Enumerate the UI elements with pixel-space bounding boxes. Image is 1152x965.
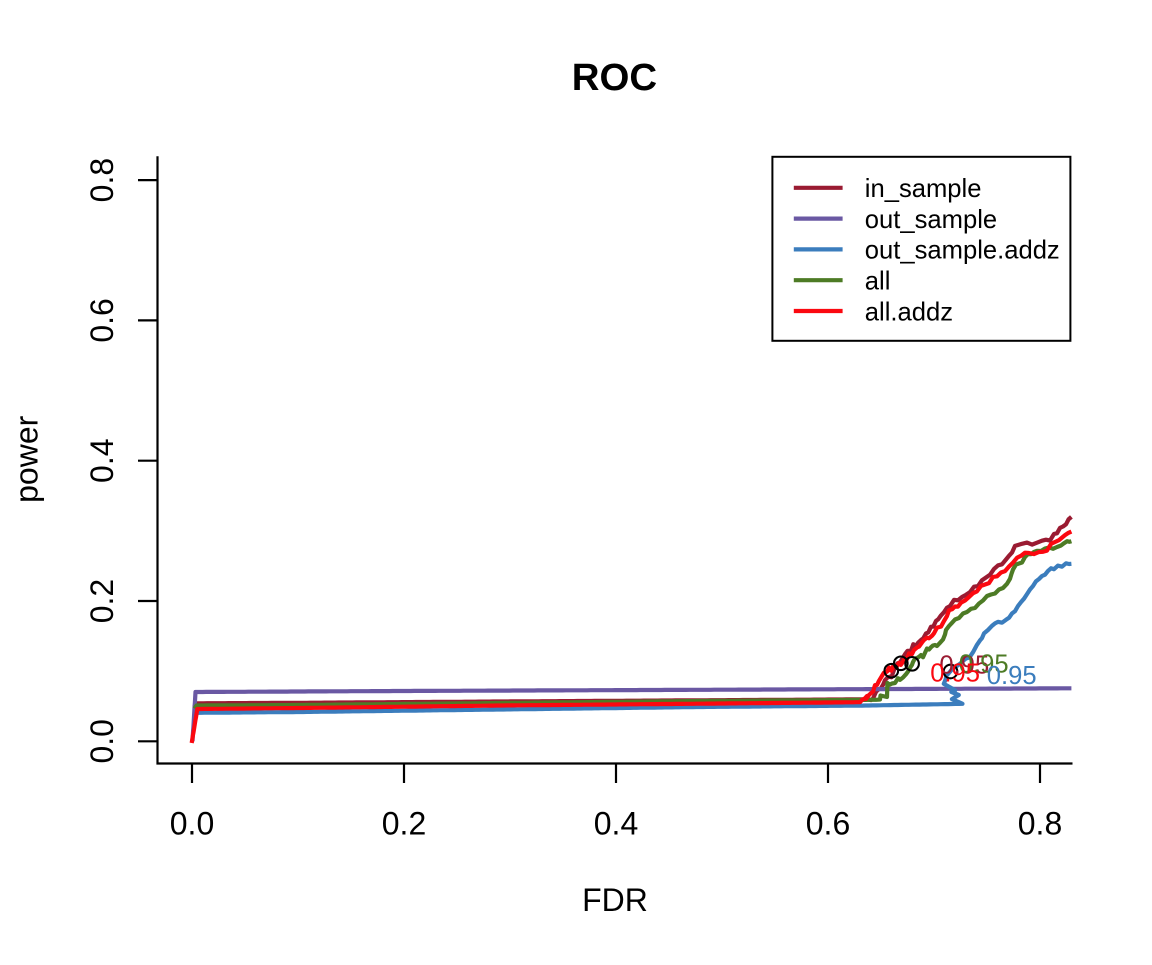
svg-text:0.4: 0.4 [84, 438, 120, 482]
svg-text:0.8: 0.8 [1018, 806, 1062, 842]
svg-text:power: power [9, 415, 45, 503]
svg-text:all.addz: all.addz [865, 298, 953, 326]
svg-text:0.6: 0.6 [84, 298, 120, 342]
svg-text:0.0: 0.0 [170, 806, 214, 842]
svg-text:all: all [865, 268, 891, 296]
svg-text:0.2: 0.2 [382, 806, 426, 842]
svg-text:0.2: 0.2 [84, 579, 120, 623]
svg-text:0.95: 0.95 [930, 660, 980, 688]
svg-text:FDR: FDR [582, 882, 648, 918]
svg-text:in_sample: in_sample [865, 175, 982, 203]
svg-text:out_sample.addz: out_sample.addz [865, 237, 1060, 265]
svg-text:0.95: 0.95 [959, 650, 1009, 678]
svg-text:0.8: 0.8 [84, 158, 120, 202]
svg-text:out_sample: out_sample [865, 206, 997, 234]
svg-text:ROC: ROC [572, 56, 657, 99]
svg-text:0.0: 0.0 [84, 719, 120, 763]
svg-text:0.6: 0.6 [806, 806, 850, 842]
svg-text:0.4: 0.4 [594, 806, 638, 842]
svg-text:0.95: 0.95 [939, 652, 989, 680]
svg-text:0.95: 0.95 [987, 662, 1037, 690]
